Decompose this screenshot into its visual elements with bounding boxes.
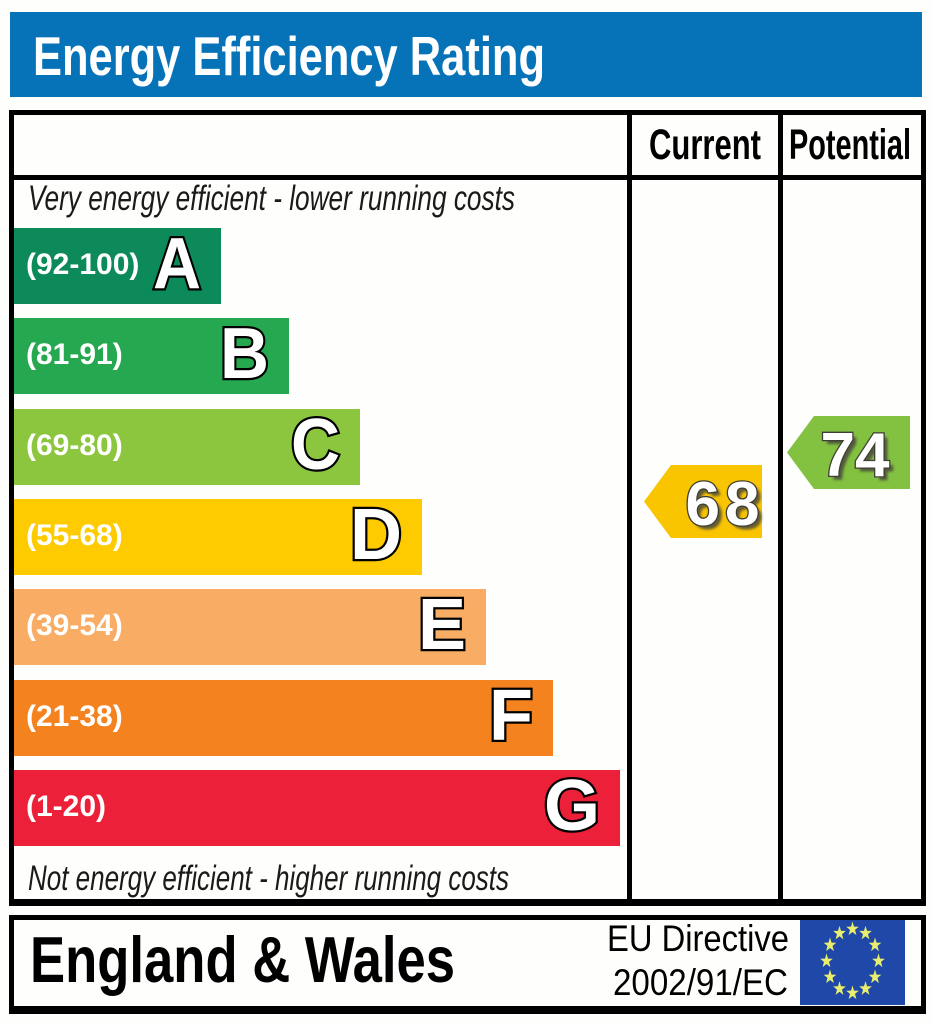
svg-text:2002/91/EC: 2002/91/EC <box>613 962 788 1003</box>
svg-text:Current: Current <box>649 121 761 169</box>
svg-text:(1-20): (1-20) <box>26 790 106 823</box>
svg-text:74: 74 <box>821 421 890 490</box>
svg-text:E: E <box>418 585 466 665</box>
svg-text:C: C <box>291 405 340 485</box>
svg-text:Not energy efficient - higher: Not energy efficient - higher running co… <box>28 859 509 898</box>
svg-text:G: G <box>544 766 600 846</box>
svg-text:(21-38): (21-38) <box>26 700 123 733</box>
svg-text:Energy Efficiency Rating: Energy Efficiency Rating <box>33 25 545 87</box>
svg-text:74: 74 <box>825 425 894 494</box>
svg-text:B: B <box>220 314 269 394</box>
svg-text:(55-68): (55-68) <box>26 519 123 552</box>
svg-text:Potential: Potential <box>789 121 911 169</box>
svg-text:(92-100): (92-100) <box>26 248 139 281</box>
svg-text:(81-91): (81-91) <box>26 338 123 371</box>
svg-text:68: 68 <box>690 474 769 543</box>
svg-text:(69-80): (69-80) <box>26 429 123 462</box>
svg-text:F: F <box>489 676 533 756</box>
svg-text:(39-54): (39-54) <box>26 609 123 642</box>
svg-text:EU Directive: EU Directive <box>607 918 789 959</box>
svg-text:Very energy efficient - lower: Very energy efficient - lower running co… <box>28 179 515 218</box>
svg-text:England & Wales: England & Wales <box>30 923 455 996</box>
svg-text:D: D <box>350 495 402 575</box>
svg-text:A: A <box>153 224 201 304</box>
svg-text:68: 68 <box>686 470 765 539</box>
